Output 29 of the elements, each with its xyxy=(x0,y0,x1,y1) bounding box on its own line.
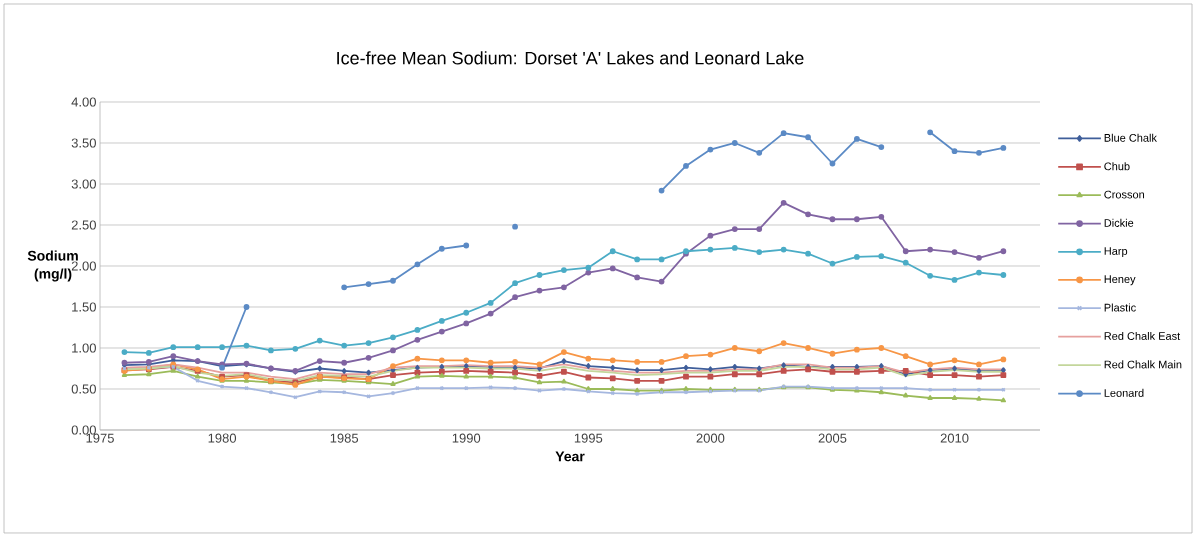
legend-label: Dickie xyxy=(1104,218,1134,227)
legend-label: Red Chalk Main xyxy=(1104,360,1182,369)
y-tick-label: 0.00 xyxy=(71,425,96,435)
y-tick-label: 1.00 xyxy=(72,343,96,353)
chart-title: Ice-free Mean Sodium: Dorset 'A' Lakes and Leonard Lake xyxy=(337,51,804,65)
y-tick-label: 2.50 xyxy=(71,220,96,230)
y-tick-label: 0.50 xyxy=(71,384,96,394)
x-tick-label: 1980 xyxy=(208,433,237,443)
x-axis-title: Year xyxy=(555,451,585,462)
y-tick-label: 4.00 xyxy=(71,97,96,107)
x-tick-label: 2005 xyxy=(818,433,847,443)
x-tick-label: 1985 xyxy=(330,433,359,443)
x-tick-label: 2000 xyxy=(696,433,725,443)
legend-label: Harp xyxy=(1104,247,1128,258)
y-tick-label: 3.00 xyxy=(71,179,96,189)
y-tick-label: 3.50 xyxy=(71,138,96,148)
legend-label: Blue Chalk xyxy=(1104,133,1157,142)
legend-label: Chub xyxy=(1104,162,1130,171)
legend-label: Red Chalk East xyxy=(1104,331,1181,340)
legend-label: Leonard xyxy=(1104,388,1144,397)
x-tick-label: 1990 xyxy=(452,433,481,443)
y-tick-label: 2.00 xyxy=(71,261,96,271)
x-tick-label: 1975 xyxy=(86,433,114,443)
x-tick-label: 1995 xyxy=(574,433,603,443)
x-tick-label: 2010 xyxy=(940,433,969,443)
y-tick-label: 1.50 xyxy=(72,302,96,312)
legend-label: Crosson xyxy=(1104,190,1145,199)
legend-label: Heney xyxy=(1104,275,1136,286)
legend-label: Plastic xyxy=(1104,303,1136,312)
